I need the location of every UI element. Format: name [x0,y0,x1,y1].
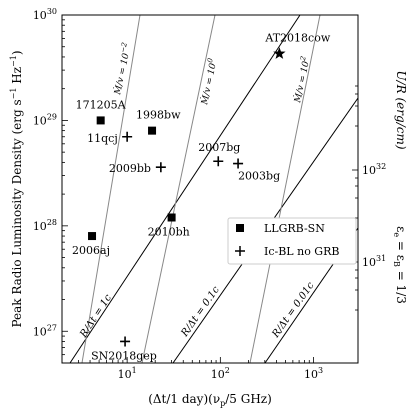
icbl-point [155,162,166,173]
at2018cow-point [273,47,286,59]
y-tick-label: 1028 [33,218,57,233]
x-axis-title: (Δt/1 day)(νp/5 GHz) [148,392,272,408]
icbl-point [233,158,244,169]
model-lines [69,15,358,363]
legend-label-llgrb: LLGRB-SN [264,222,325,235]
llgrb-point [96,116,105,125]
legend-square-marker [236,224,244,232]
y2-tick-label: 1031 [362,254,386,269]
point-label: 2009bb [109,162,151,175]
point-labels: 171205A 1998bw 2006aj 2010bh 11qcj 2009bb 2007… [72,32,331,363]
y2-tick-label: 1032 [362,162,386,177]
point-label: 2007bg [198,141,240,154]
llgrb-point [167,213,176,222]
y-axis-ticks: 1027 1028 1029 1030 [33,7,68,364]
point-label: 11qcj [87,132,118,145]
llgrb-point [88,232,97,241]
velocity-line-label: R/Δt = 0.1c [179,284,222,339]
velocity-line-label: R/Δt = 0.01c [270,280,317,340]
data-points [88,47,286,347]
legend-label-icbl: Ic-BL no GRB [264,245,339,258]
mass-loss-line-label: Ṁ/v = 102 [290,55,313,105]
icbl-point [213,156,224,167]
x-tick-label: 103 [304,366,323,381]
point-label: 171205A [76,98,127,111]
point-label: 2006aj [72,244,110,257]
plot-frame [61,14,359,364]
mass-loss-line-label: Ṁ/v = 100 [197,57,220,107]
mass-loss-line [249,15,321,363]
y-tick-label: 1027 [33,323,57,338]
legend: LLGRB-SN Ic-BL no GRB [227,217,357,265]
mass-loss-line [81,15,141,363]
mass-loss-line [141,15,216,363]
model-line-labels: R/Δt = 1c R/Δt = 0.1c R/Δt = 0.01c Ṁ/v = 10… [78,41,317,340]
x-tick-label: 102 [211,366,230,381]
legend-plus-marker [235,246,245,256]
right-axis-title: U/R (erg/cm) [394,70,408,149]
right-axis-ticks: 1031 1032 [352,85,386,311]
legend-box [227,217,357,265]
point-label: 1998bw [136,109,181,122]
llgrb-point [148,126,157,135]
mass-loss-line-label: Ṁ/v = 10−2 [110,41,134,96]
point-label: 2003bg [238,170,280,183]
point-label: AT2018cow [264,32,330,45]
y-tick-label: 1030 [33,7,57,22]
icbl-point [122,131,133,142]
x-tick-label: 101 [118,366,137,381]
velocity-line [69,15,301,363]
x-axis-ticks: 101 102 103 [61,357,323,381]
velocity-line-label: R/Δt = 1c [78,292,115,340]
icbl-point [120,336,131,347]
y-tick-label: 1029 [33,112,57,127]
point-label: SN2018gep [91,349,157,362]
point-label: 2010bh [148,225,190,238]
y-axis-title: Peak Radio Luminosity Density (erg s−1 H… [9,50,24,327]
energy-equipartition-label: εe = εB = 1/3 [392,226,408,304]
